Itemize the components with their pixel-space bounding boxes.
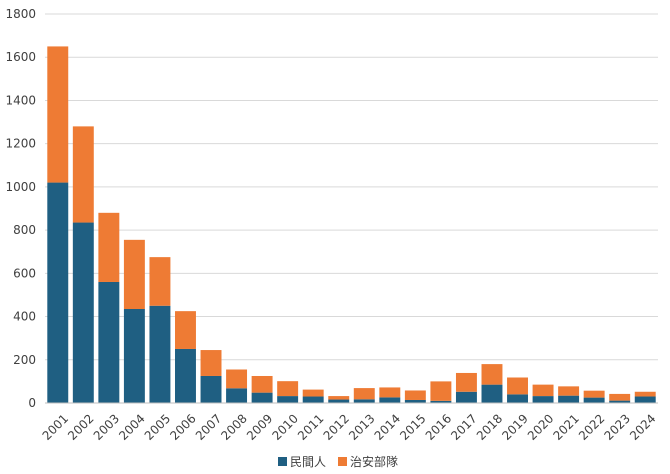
bar-segment-security-forces	[47, 46, 69, 183]
bar-segment-security-forces	[251, 375, 273, 393]
y-tick-label: 400	[13, 310, 36, 324]
x-tick-label: 2023	[602, 411, 633, 442]
bar-segment-security-forces	[379, 387, 401, 398]
legend: 民間人 治安部隊	[278, 454, 398, 469]
x-tick-label: 2005	[142, 411, 173, 442]
gridlines	[45, 13, 658, 361]
x-axis-ticks: 2001200220032004200520062007200820092010…	[40, 411, 659, 442]
bar-segment-civilians	[353, 399, 375, 403]
legend-swatch-security-forces	[338, 457, 347, 466]
bar-segment-civilians	[200, 375, 222, 403]
bar-segment-security-forces	[302, 389, 324, 397]
bar-segment-security-forces	[226, 369, 248, 389]
bar-segment-civilians	[175, 348, 196, 403]
bar-segment-civilians	[532, 396, 554, 403]
x-tick-label: 2024	[627, 411, 658, 442]
x-tick-label: 2020	[525, 411, 556, 442]
bar-segment-civilians	[404, 399, 426, 403]
bar-segment-security-forces	[609, 393, 631, 401]
bar-segment-civilians	[379, 397, 401, 403]
bar-segment-civilians	[302, 396, 324, 403]
legend-label-security-forces: 治安部隊	[350, 454, 398, 469]
bar-segment-security-forces	[532, 384, 554, 397]
bar-segment-civilians	[251, 392, 273, 403]
bar-segment-security-forces	[404, 390, 426, 400]
legend-swatch-civilians	[278, 457, 287, 466]
bar-segment-security-forces	[481, 364, 503, 385]
bar-segment-security-forces	[175, 311, 196, 349]
bar-segment-civilians	[98, 281, 120, 403]
bar-segment-security-forces	[583, 390, 605, 398]
y-axis-ticks: 0 200 400 600 800 1000 1200 1400 1600 1800	[5, 7, 36, 410]
bar-segment-security-forces	[149, 257, 171, 306]
x-tick-label: 2004	[116, 411, 147, 442]
bar-segment-security-forces	[277, 381, 299, 397]
bar-segment-security-forces	[507, 377, 528, 395]
y-tick-label: 1000	[5, 180, 36, 194]
bar-segment-security-forces	[353, 388, 375, 400]
bar-segment-security-forces	[200, 350, 222, 376]
bar-segment-civilians	[609, 400, 631, 403]
bar-segment-civilians	[328, 399, 350, 403]
x-tick-label: 2010	[269, 411, 300, 442]
x-tick-label: 2001	[40, 411, 71, 442]
bar-segment-civilians	[72, 222, 94, 403]
x-tick-label: 2021	[550, 411, 581, 442]
x-tick-label: 2017	[448, 411, 479, 442]
bar-segment-civilians	[123, 308, 145, 403]
bar-segment-security-forces	[98, 212, 120, 282]
bar-segment-civilians	[277, 396, 299, 403]
legend-label-civilians: 民間人	[290, 455, 326, 469]
bar-segment-security-forces	[430, 381, 452, 401]
bar-segment-security-forces	[123, 239, 145, 309]
x-tick-label: 2018	[474, 411, 505, 442]
bar-segment-civilians	[149, 305, 171, 403]
bar-segment-security-forces	[558, 386, 580, 396]
bar-segment-security-forces	[455, 372, 477, 392]
x-tick-label: 2008	[218, 411, 249, 442]
bars	[47, 46, 656, 403]
x-tick-label: 2002	[65, 411, 96, 442]
y-tick-label: 600	[13, 266, 36, 280]
x-tick-label: 2007	[193, 411, 224, 442]
x-tick-label: 2015	[397, 411, 428, 442]
x-tick-label: 2016	[423, 411, 454, 442]
y-tick-label: 1600	[5, 50, 36, 64]
x-tick-label: 2013	[346, 411, 377, 442]
y-tick-label: 1800	[5, 7, 36, 21]
x-tick-label: 2006	[167, 411, 198, 442]
bar-segment-civilians	[430, 400, 452, 403]
x-tick-label: 2011	[295, 411, 326, 442]
y-tick-label: 1200	[5, 137, 36, 151]
bar-segment-civilians	[558, 395, 580, 403]
y-tick-label: 1400	[5, 93, 36, 107]
bar-segment-security-forces	[72, 126, 94, 223]
x-tick-label: 2014	[372, 411, 403, 442]
y-tick-label: 200	[13, 353, 36, 367]
bar-segment-civilians	[583, 397, 605, 403]
x-tick-label: 2012	[321, 411, 352, 442]
bar-segment-security-forces	[634, 391, 656, 397]
x-tick-label: 2019	[499, 411, 530, 442]
bar-segment-civilians	[634, 396, 656, 403]
bar-segment-security-forces	[328, 396, 350, 400]
x-tick-label: 2022	[576, 411, 607, 442]
y-tick-label: 0	[28, 396, 36, 410]
x-tick-label: 2003	[91, 411, 122, 442]
bar-segment-civilians	[481, 384, 503, 403]
x-tick-label: 2009	[244, 411, 275, 442]
bar-segment-civilians	[226, 388, 248, 403]
bar-segment-civilians	[455, 391, 477, 403]
y-tick-label: 800	[13, 223, 36, 237]
bar-segment-civilians	[47, 182, 69, 403]
bar-segment-civilians	[507, 394, 528, 403]
